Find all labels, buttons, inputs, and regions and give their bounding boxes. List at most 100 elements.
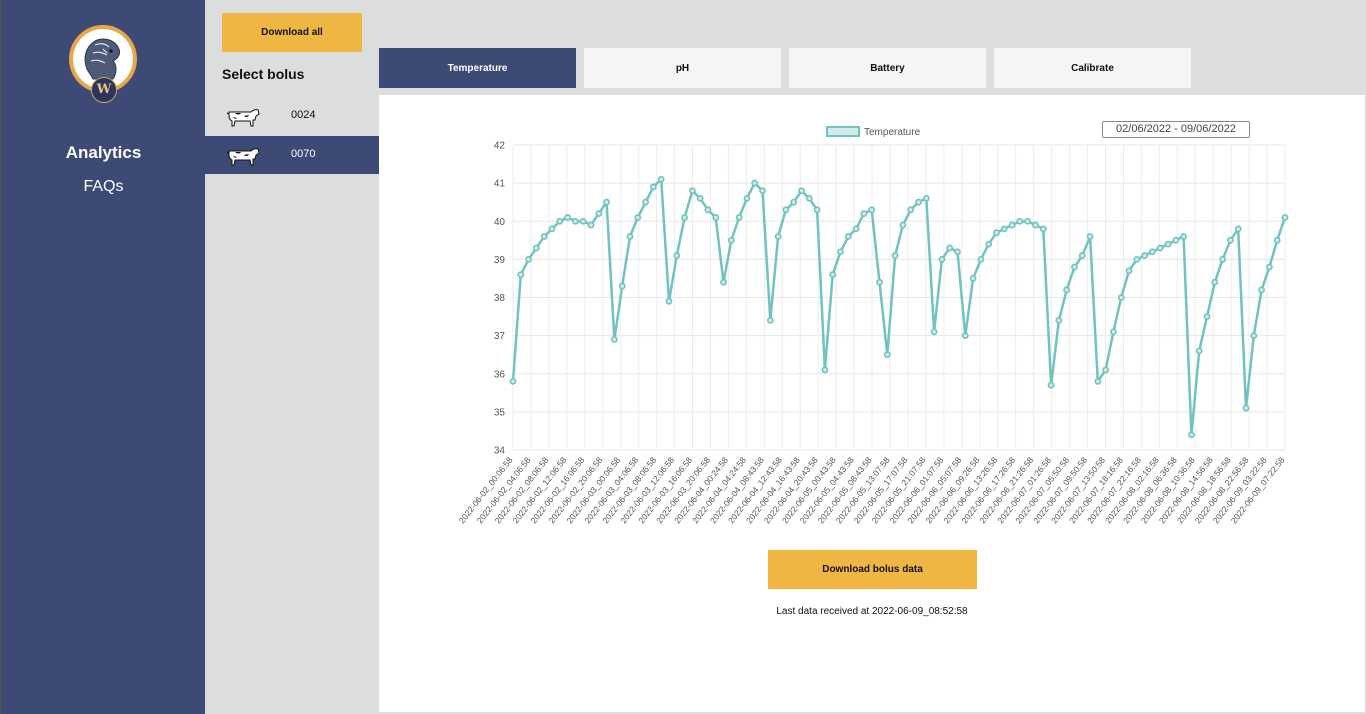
date-range-picker[interactable]: 02/06/2022 - 09/06/2022 bbox=[1102, 121, 1250, 138]
data-point[interactable] bbox=[735, 214, 743, 221]
data-point[interactable] bbox=[1024, 217, 1032, 225]
tab-battery[interactable]: Battery bbox=[789, 48, 986, 88]
data-point[interactable] bbox=[1188, 431, 1195, 439]
data-point[interactable] bbox=[954, 248, 961, 256]
legend-swatch[interactable] bbox=[826, 126, 860, 137]
data-point[interactable] bbox=[1117, 294, 1125, 301]
data-point[interactable] bbox=[1258, 286, 1266, 294]
data-point[interactable] bbox=[1211, 278, 1219, 286]
data-point[interactable] bbox=[1047, 381, 1055, 389]
data-point[interactable] bbox=[1219, 255, 1227, 263]
data-point[interactable] bbox=[837, 248, 844, 256]
data-point[interactable] bbox=[1094, 377, 1102, 385]
data-point[interactable] bbox=[1078, 252, 1086, 259]
company-logo[interactable]: W bbox=[69, 25, 137, 103]
data-point[interactable] bbox=[899, 221, 907, 229]
tab-temperature[interactable]: Temperature bbox=[379, 48, 576, 88]
data-point[interactable] bbox=[907, 206, 915, 214]
data-point[interactable] bbox=[704, 206, 712, 214]
data-point[interactable] bbox=[649, 183, 657, 191]
download-bolus-data-button[interactable]: Download bolus data bbox=[768, 550, 977, 589]
data-point[interactable] bbox=[985, 240, 993, 248]
data-point[interactable] bbox=[1071, 263, 1078, 271]
data-point[interactable] bbox=[587, 221, 595, 229]
nav-item-faqs[interactable]: FAQs bbox=[83, 178, 124, 195]
data-point[interactable] bbox=[790, 198, 798, 206]
data-point[interactable] bbox=[540, 233, 548, 240]
data-point[interactable] bbox=[634, 214, 642, 221]
data-point[interactable] bbox=[930, 328, 938, 336]
data-point[interactable] bbox=[1039, 225, 1047, 233]
data-point[interactable] bbox=[782, 206, 790, 214]
data-point[interactable] bbox=[759, 187, 766, 195]
data-point[interactable] bbox=[821, 366, 829, 374]
data-point[interactable] bbox=[743, 194, 751, 202]
data-point[interactable] bbox=[798, 187, 805, 195]
data-point[interactable] bbox=[618, 282, 626, 290]
tab-calibrate[interactable]: Calibrate bbox=[994, 48, 1191, 88]
data-point[interactable] bbox=[571, 217, 579, 225]
data-point[interactable] bbox=[868, 206, 876, 214]
bolus-item-0070[interactable]: 0070 bbox=[205, 136, 379, 174]
data-point[interactable] bbox=[852, 225, 860, 233]
data-point[interactable] bbox=[805, 194, 813, 202]
data-point[interactable] bbox=[844, 233, 852, 240]
data-point[interactable] bbox=[1110, 328, 1117, 336]
data-point[interactable] bbox=[1203, 313, 1211, 320]
data-point[interactable] bbox=[813, 206, 821, 214]
data-point[interactable] bbox=[720, 278, 727, 286]
data-point[interactable] bbox=[1234, 225, 1242, 233]
data-point[interactable] bbox=[556, 217, 564, 225]
data-point[interactable] bbox=[766, 316, 774, 324]
data-point[interactable] bbox=[1149, 248, 1156, 256]
data-point[interactable] bbox=[564, 214, 571, 221]
data-point[interactable] bbox=[532, 244, 540, 252]
data-point[interactable] bbox=[1000, 225, 1008, 233]
data-point[interactable] bbox=[1008, 221, 1016, 229]
data-point[interactable] bbox=[626, 233, 634, 240]
data-point[interactable] bbox=[1032, 221, 1039, 229]
data-point[interactable] bbox=[727, 236, 735, 244]
data-point[interactable] bbox=[993, 229, 1000, 237]
data-point[interactable] bbox=[1281, 214, 1289, 221]
bolus-item-0024[interactable]: 0024 bbox=[205, 97, 379, 135]
data-point[interactable] bbox=[1156, 244, 1164, 252]
data-point[interactable] bbox=[751, 179, 759, 187]
download-all-button[interactable]: Download all bbox=[222, 13, 362, 52]
nav-item-analytics[interactable]: Analytics bbox=[65, 143, 142, 162]
data-point[interactable] bbox=[1102, 366, 1110, 374]
data-point[interactable] bbox=[774, 233, 782, 240]
data-point[interactable] bbox=[977, 255, 985, 263]
data-point[interactable] bbox=[938, 255, 946, 263]
data-point[interactable] bbox=[595, 210, 603, 218]
data-point[interactable] bbox=[517, 271, 525, 279]
data-point[interactable] bbox=[1055, 316, 1063, 324]
data-point[interactable] bbox=[681, 214, 688, 221]
data-point[interactable] bbox=[548, 225, 556, 233]
data-point[interactable] bbox=[1180, 233, 1188, 240]
data-point[interactable] bbox=[829, 271, 837, 279]
data-point[interactable] bbox=[876, 278, 883, 286]
data-point[interactable] bbox=[969, 275, 977, 282]
data-point[interactable] bbox=[1141, 252, 1149, 259]
data-point[interactable] bbox=[696, 194, 704, 202]
data-point[interactable] bbox=[1164, 240, 1172, 248]
data-point[interactable] bbox=[883, 351, 891, 359]
tab-ph[interactable]: pH bbox=[584, 48, 781, 88]
legend-label[interactable]: Temperature bbox=[864, 127, 921, 138]
data-point[interactable] bbox=[1016, 217, 1024, 225]
data-point[interactable] bbox=[657, 175, 665, 183]
data-point[interactable] bbox=[665, 297, 673, 305]
data-point[interactable] bbox=[642, 198, 649, 206]
data-point[interactable] bbox=[525, 255, 532, 263]
data-point[interactable] bbox=[891, 252, 899, 259]
data-point[interactable] bbox=[673, 252, 681, 259]
data-point[interactable] bbox=[610, 336, 618, 343]
data-point[interactable] bbox=[579, 217, 587, 225]
data-point[interactable] bbox=[1125, 267, 1133, 275]
data-point[interactable] bbox=[915, 198, 922, 206]
data-point[interactable] bbox=[712, 214, 720, 221]
data-point[interactable] bbox=[603, 198, 610, 206]
data-point[interactable] bbox=[1250, 332, 1258, 340]
data-point[interactable] bbox=[1227, 236, 1234, 244]
